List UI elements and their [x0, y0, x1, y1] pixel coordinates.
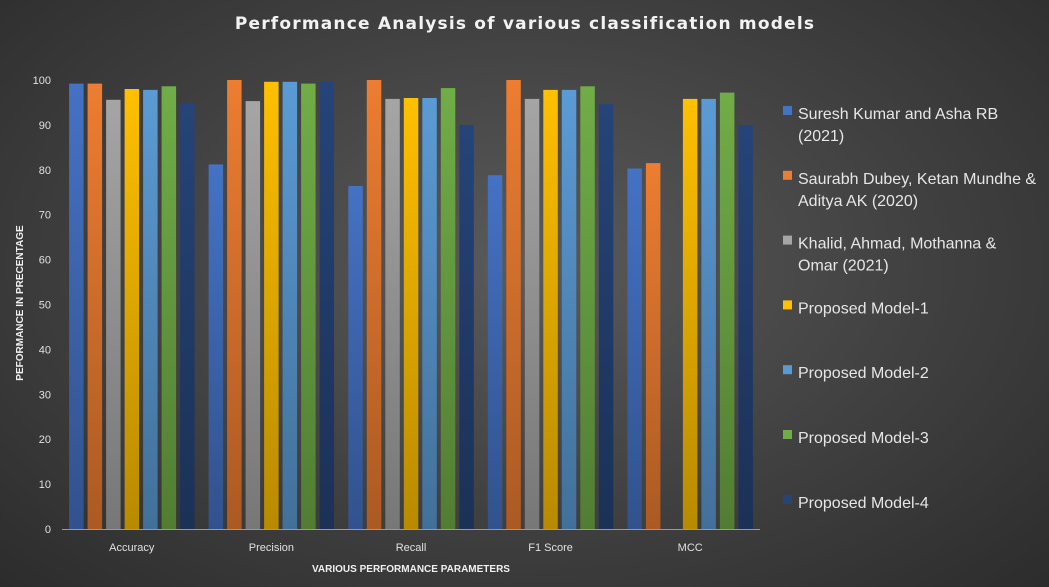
bar-accuracy-proposed-model-4: [180, 103, 195, 530]
bar-mcc-proposed-model-4: [738, 124, 753, 530]
bar-recall-saurabh-dubey-ketan-mundhe-aditya-ak-2020: [366, 80, 382, 529]
y-axis-title: PEFORMANCE IN PRECENTAGE: [15, 225, 26, 381]
y-tick-label: 40: [39, 344, 51, 356]
legend-swatch: [783, 106, 792, 115]
x-tick-label: Precision: [249, 542, 294, 554]
legend-label: Khalid, Ahmad, Mothanna &: [798, 236, 997, 253]
bar-accuracy-saurabh-dubey-ketan-mundhe-aditya-ak-2020: [87, 83, 103, 529]
bars-group: [69, 80, 753, 530]
y-tick-label: 50: [39, 300, 51, 312]
legend-item-proposed-model-1: Proposed Model-1: [783, 300, 929, 317]
bar-accuracy-proposed-model-2: [143, 89, 158, 530]
legend-swatch: [783, 430, 792, 439]
legend-item-khalid-ahmad-mothanna-omar-2021: Khalid, Ahmad, Mothanna & Omar (2021): [783, 235, 997, 275]
bar-f1-score-saurabh-dubey-ketan-mundhe-aditya-ak-2020: [506, 80, 521, 529]
x-axis-title: VARIOUS PERFORMANCE PARAMETERS: [312, 564, 510, 575]
x-tick-label: Accuracy: [109, 542, 155, 554]
y-tick-label: 100: [33, 75, 51, 87]
bar-accuracy-proposed-model-3: [161, 86, 177, 530]
bar-precision-proposed-model-1: [264, 81, 279, 530]
bar-precision-suresh-kumar-and-asha-rb-2021: [208, 164, 224, 529]
legend-swatch: [783, 170, 792, 180]
legend-label: Proposed Model-1: [798, 300, 929, 317]
y-tick-label: 10: [39, 479, 51, 491]
legend-item-saurabh-dubey-ketan-mundhe-aditya-ak-2020: Saurabh Dubey, Ketan Mundhe & Aditya AK (…: [783, 170, 1036, 210]
y-axis-ticks: 0 10 20 30 40 50 60 70 80 90 100: [33, 75, 51, 536]
bar-recall-suresh-kumar-and-asha-rb-2021: [348, 186, 363, 529]
legend-label: Saurabh Dubey, Ketan Mundhe &: [798, 171, 1036, 188]
legend-label: Aditya AK (2020): [798, 193, 918, 210]
x-tick-label: F1 Score: [528, 542, 573, 554]
y-tick-label: 0: [45, 524, 51, 536]
y-tick-label: 80: [39, 165, 51, 177]
legend-item-suresh-kumar-and-asha-rb-2021: Suresh Kumar and Asha RB (2021): [783, 106, 998, 145]
y-tick-label: 60: [39, 255, 51, 267]
bar-recall-khalid-ahmad-mothanna-omar-2021: [385, 98, 400, 530]
bar-precision-khalid-ahmad-mothanna-omar-2021: [245, 101, 261, 529]
bar-precision-proposed-model-2: [282, 81, 298, 530]
bar-f1-score-proposed-model-1: [543, 89, 558, 530]
bar-f1-score-khalid-ahmad-mothanna-omar-2021: [524, 98, 540, 530]
bar-f1-score-proposed-model-2: [561, 89, 577, 530]
bar-mcc-proposed-model-1: [682, 98, 698, 530]
bar-recall-proposed-model-4: [459, 124, 474, 530]
x-tick-label: MCC: [678, 542, 703, 554]
bar-recall-proposed-model-2: [422, 98, 437, 529]
y-tick-label: 90: [39, 120, 51, 132]
legend-swatch: [783, 235, 792, 245]
legend-item-proposed-model-3: Proposed Model-3: [783, 430, 929, 447]
legend-item-proposed-model-2: Proposed Model-2: [783, 365, 929, 382]
legend-label: Proposed Model-4: [798, 495, 929, 512]
x-axis-ticks: Accuracy Precision Recall F1 Score MCC: [109, 542, 703, 554]
legend-label: Suresh Kumar and Asha RB: [798, 106, 998, 123]
legend: Suresh Kumar and Asha RB (2021) Saurabh Du…: [783, 106, 1036, 512]
bar-mcc-proposed-model-3: [719, 92, 735, 529]
bar-f1-score-proposed-model-3: [580, 86, 595, 530]
legend-label: Proposed Model-2: [798, 365, 929, 382]
legend-swatch: [783, 494, 792, 504]
y-tick-label: 30: [39, 389, 51, 401]
bar-accuracy-khalid-ahmad-mothanna-omar-2021: [106, 99, 121, 530]
y-tick-label: 20: [39, 434, 51, 446]
bar-precision-proposed-model-4: [319, 81, 335, 530]
legend-item-proposed-model-4: Proposed Model-4: [783, 494, 929, 512]
bar-mcc-suresh-kumar-and-asha-rb-2021: [627, 168, 642, 529]
bar-accuracy-proposed-model-1: [124, 89, 140, 529]
bar-recall-proposed-model-1: [403, 98, 419, 529]
bar-precision-saurabh-dubey-ketan-mundhe-aditya-ak-2020: [227, 80, 242, 529]
legend-label: (2021): [798, 128, 844, 145]
bar-precision-proposed-model-3: [301, 83, 316, 529]
bar-f1-score-suresh-kumar-and-asha-rb-2021: [487, 175, 503, 529]
bar-mcc-proposed-model-2: [701, 98, 716, 530]
chart-title: Performance Analysis of various classifi…: [235, 14, 815, 34]
bar-f1-score-proposed-model-4: [598, 104, 614, 529]
x-tick-label: Recall: [396, 542, 427, 554]
y-tick-label: 70: [39, 210, 51, 222]
legend-label: Proposed Model-3: [798, 430, 929, 447]
bar-recall-proposed-model-3: [440, 88, 456, 529]
bar-accuracy-suresh-kumar-and-asha-rb-2021: [69, 83, 84, 529]
bar-mcc-saurabh-dubey-ketan-mundhe-aditya-ak-2020: [645, 163, 661, 529]
legend-label: Omar (2021): [798, 258, 889, 275]
legend-swatch: [783, 365, 792, 375]
legend-swatch: [783, 300, 792, 310]
